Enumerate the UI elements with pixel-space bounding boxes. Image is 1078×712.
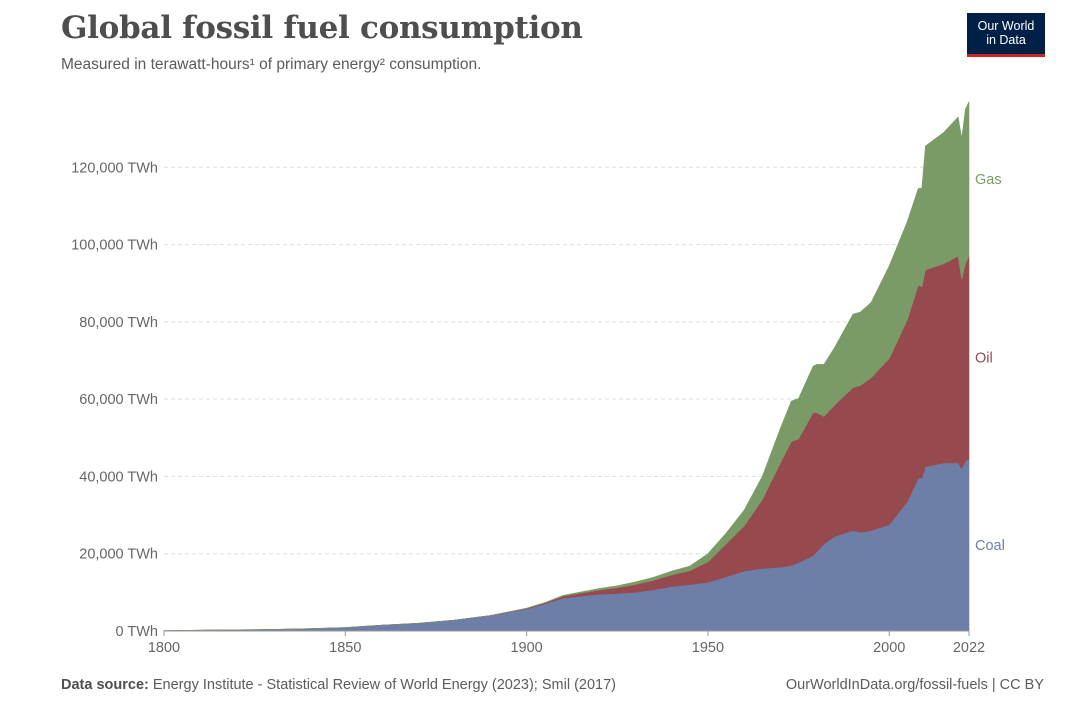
data-source: Data source: Energy Institute - Statisti… [61, 677, 616, 693]
x-tick-label: 1800 [148, 640, 180, 656]
y-tick-label: 0 TWh [116, 624, 158, 640]
y-tick-label: 40,000 TWh [79, 469, 158, 485]
y-tick-label: 100,000 TWh [71, 238, 158, 254]
data-source-label: Data source: [61, 677, 149, 693]
series-labels: Gas Oil Coal [975, 172, 1005, 554]
y-tick-label: 20,000 TWh [79, 547, 158, 563]
x-tick-label: 1850 [329, 640, 361, 656]
gridlines [164, 166, 969, 555]
chart-subtitle: Measured in terawatt-hours¹ of primary e… [61, 56, 482, 73]
logo-line-1: Our World [977, 19, 1035, 33]
data-source-text: Energy Institute - Statistical Review of… [152, 677, 616, 693]
source-url-link[interactable]: OurWorldInData.org/fossil-fuels | CC BY [785, 677, 1044, 693]
area-gas[interactable] [163, 101, 970, 631]
x-tick-label: 1950 [692, 640, 724, 656]
owid-logo[interactable]: Our World in Data [967, 13, 1045, 57]
chart-title: Global fossil fuel consumption [61, 10, 583, 46]
y-tick-label: 60,000 TWh [79, 392, 158, 408]
y-tick-label: 80,000 TWh [79, 315, 158, 331]
series-label-coal: Coal [975, 538, 1005, 554]
series-label-oil: Oil [975, 351, 993, 367]
axes: 0 TWh 20,000 TWh 40,000 TWh 60,000 TWh 80,00… [71, 160, 985, 656]
x-tick-label: 2022 [953, 640, 985, 656]
x-tick-label: 1900 [510, 640, 542, 656]
logo-line-2: in Data [986, 33, 1026, 47]
series-label-gas: Gas [975, 172, 1002, 188]
areas[interactable] [163, 101, 970, 632]
y-tick-label: 120,000 TWh [71, 160, 158, 176]
x-tick-label: 2000 [873, 640, 905, 656]
